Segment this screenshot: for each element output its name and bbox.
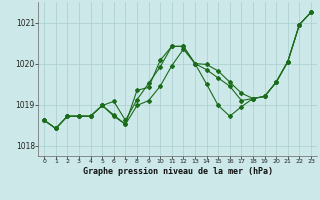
X-axis label: Graphe pression niveau de la mer (hPa): Graphe pression niveau de la mer (hPa) bbox=[83, 167, 273, 176]
